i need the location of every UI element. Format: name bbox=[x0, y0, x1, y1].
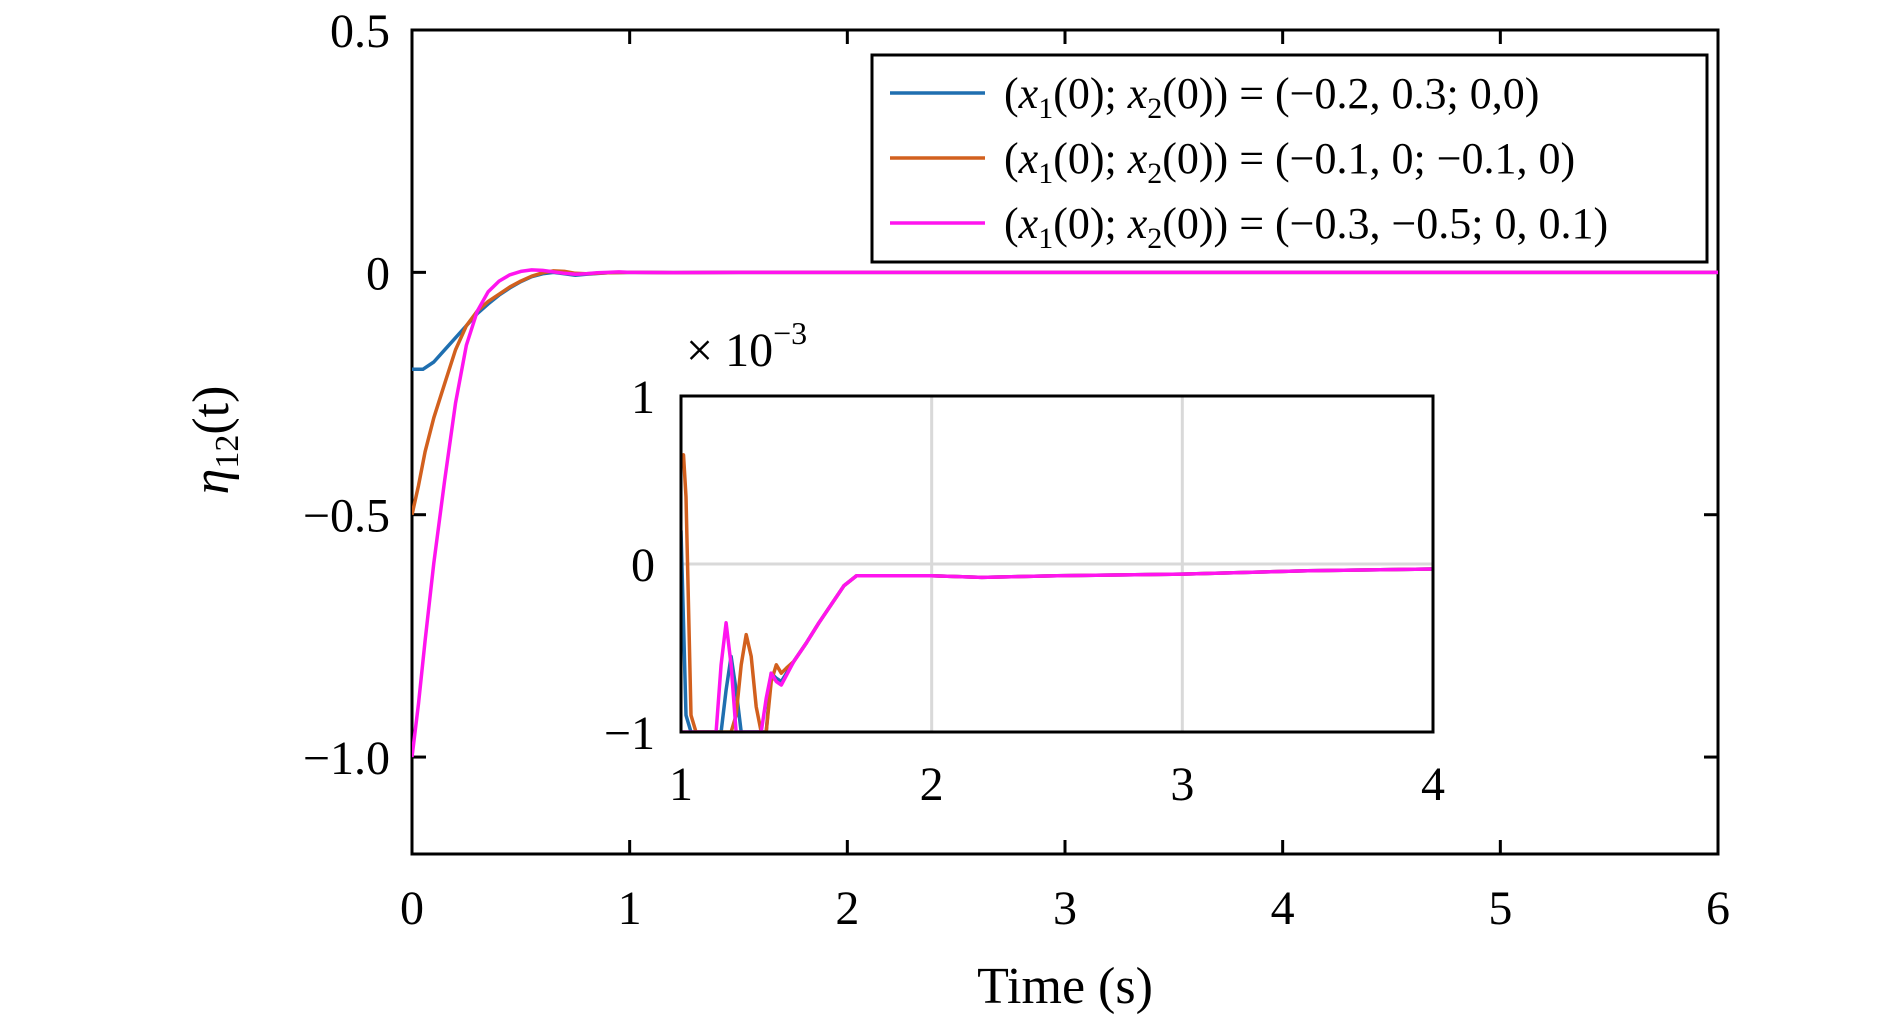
main-x-tick-labels: 0 1 2 3 4 5 6 bbox=[400, 882, 1730, 935]
legend-box bbox=[870, 53, 1709, 264]
x-tick-label: 6 bbox=[1706, 882, 1730, 935]
x-tick-label: 4 bbox=[1271, 882, 1295, 935]
legend-label-2: (x1(0); x2(0)) = (−0.1, 0; −0.1, 0) bbox=[1004, 134, 1575, 190]
legend-label-3: (x1(0); x2(0)) = (−0.3, −0.5; 0, 0.1) bbox=[1004, 199, 1608, 255]
y-axis-title-suffix: (t) bbox=[183, 386, 240, 435]
inset-series-line-3 bbox=[681, 567, 1433, 732]
series-line-3 bbox=[412, 268, 1718, 758]
y-axis-title: η12(t) bbox=[183, 386, 246, 495]
x-tick-label: 5 bbox=[1488, 882, 1512, 935]
inset-x-tick-label: 4 bbox=[1421, 758, 1445, 811]
inset-y-tick-label: 1 bbox=[631, 371, 655, 424]
inset-x-tick-label: 2 bbox=[920, 758, 944, 811]
inset-scale-prefix: × 10 bbox=[686, 324, 773, 377]
main-y-tick-labels: 0.5 0 −0.5 −1.0 bbox=[303, 5, 390, 785]
x-axis-title: Time (s) bbox=[977, 958, 1153, 1015]
y-tick-label: 0 bbox=[366, 247, 390, 300]
x-tick-label: 3 bbox=[1053, 882, 1077, 935]
inset-y-tick-label: 0 bbox=[631, 539, 655, 592]
inset-y-tick-label: −1 bbox=[604, 707, 655, 760]
inset-plot-border bbox=[679, 394, 1435, 734]
inset-x-tick-label: 1 bbox=[669, 758, 693, 811]
x-tick-label: 2 bbox=[835, 882, 859, 935]
y-axis-title-subscript: 12 bbox=[209, 435, 246, 469]
y-tick-label: −1.0 bbox=[303, 732, 390, 785]
x-tick-label: 0 bbox=[400, 882, 424, 935]
legend: (x1(0); x2(0)) = (−0.2, 0.3; 0,0) (x1(0);… bbox=[890, 69, 1608, 255]
inset-y-tick-labels: 1 0 −1 bbox=[604, 371, 655, 760]
y-axis-title-symbol: η bbox=[183, 469, 240, 495]
inset-grid bbox=[681, 396, 1433, 732]
inset-scale-label: × 10−3 bbox=[686, 315, 807, 377]
inset-x-tick-labels: 1 2 3 4 bbox=[669, 758, 1445, 811]
main-series-group bbox=[412, 268, 1718, 758]
inset-scale-exponent: −3 bbox=[773, 315, 807, 351]
legend-label-1: (x1(0); x2(0)) = (−0.2, 0.3; 0,0) bbox=[1004, 69, 1539, 125]
y-tick-label: 0.5 bbox=[330, 5, 390, 58]
inset-x-tick-label: 3 bbox=[1170, 758, 1194, 811]
inset-series-group bbox=[681, 453, 1433, 732]
x-tick-label: 1 bbox=[618, 882, 642, 935]
y-tick-label: −0.5 bbox=[303, 490, 390, 543]
